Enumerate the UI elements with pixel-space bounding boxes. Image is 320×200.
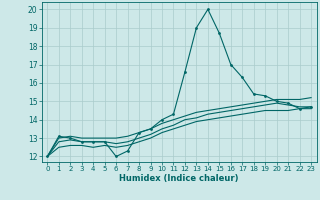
X-axis label: Humidex (Indice chaleur): Humidex (Indice chaleur) bbox=[119, 174, 239, 183]
